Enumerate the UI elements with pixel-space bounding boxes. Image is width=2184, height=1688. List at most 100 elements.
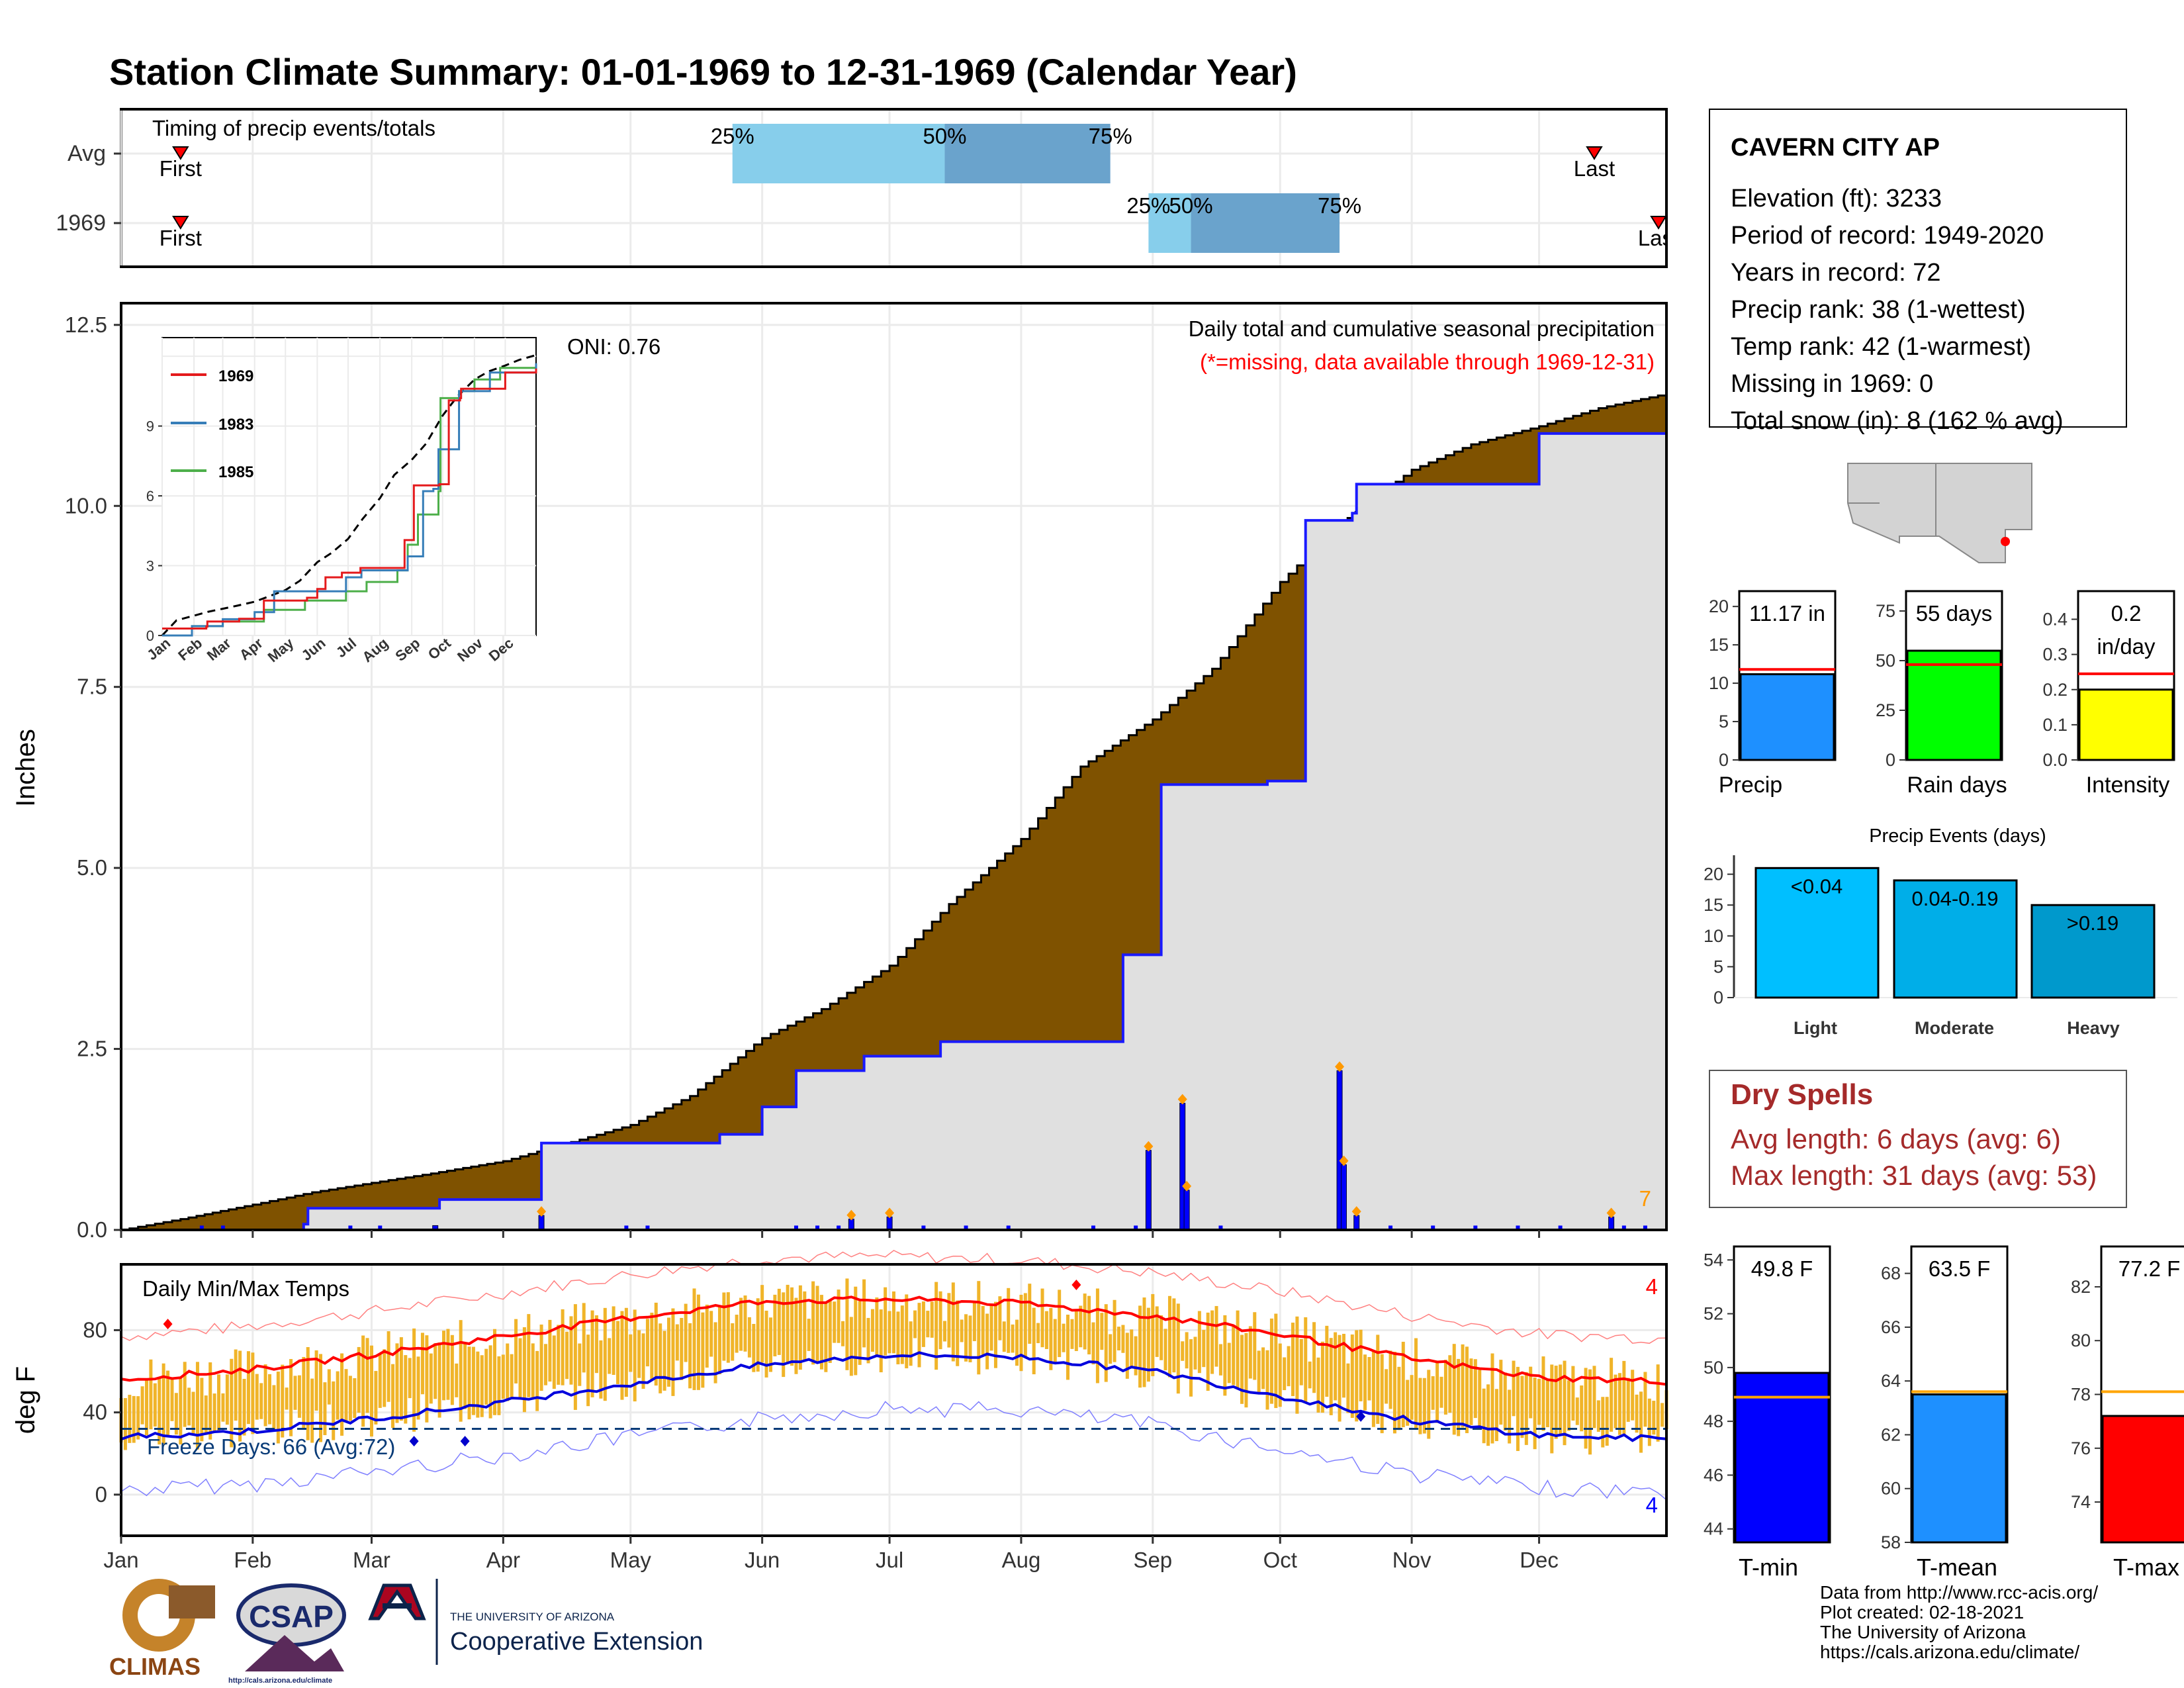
daily-temp-bar: [777, 1288, 781, 1355]
daily-temp-bar: [480, 1355, 484, 1417]
daily-temp-bar: [917, 1303, 921, 1368]
daily-temp-bar: [599, 1340, 603, 1399]
month-axis: Jan Feb Mar Apr May Jun Jul Aug Sep Oct Nov Dec: [103, 1536, 1559, 1572]
month-label: May: [610, 1548, 652, 1572]
dry-spells-title: Dry Spells: [1731, 1078, 1873, 1111]
temp-bar-label-tmin: T-min: [1739, 1554, 1798, 1581]
daily-temp-bar: [153, 1383, 157, 1427]
daily-temp-bar: [158, 1378, 161, 1445]
daily-temp-bar: [561, 1309, 565, 1385]
daily-temp-bar: [671, 1308, 675, 1396]
daily-temp-bar: [522, 1327, 526, 1413]
events-bar: [1754, 867, 1880, 999]
daily-temp-bar: [1116, 1327, 1120, 1350]
daily-temp-bar: [1206, 1312, 1210, 1391]
daily-temp-bar: [956, 1300, 960, 1366]
temp-bar-tick-label: 66: [1881, 1317, 1901, 1337]
precip-ytick-label: 0.0: [77, 1217, 107, 1242]
daily-temp-bar: [1121, 1325, 1125, 1353]
daily-temp-bar: [1100, 1313, 1104, 1350]
daily-temp-bar: [913, 1310, 917, 1338]
daily-temp-bar: [1524, 1372, 1528, 1445]
daily-temp-bar: [183, 1362, 187, 1427]
daily-temp-bar: [1414, 1338, 1418, 1429]
locator-map: [1845, 461, 2034, 566]
daily-precip-marker: [1182, 1180, 1192, 1192]
daily-temp-bar: [756, 1298, 760, 1372]
inset-legend: 1969 1983 1985: [171, 367, 253, 481]
daily-precip-marker: [846, 1209, 856, 1221]
ua-block-a-icon: [368, 1583, 426, 1620]
daily-temp-bar: [1363, 1354, 1367, 1411]
daily-temp-bar: [548, 1319, 552, 1382]
daily-temp-bar: [1304, 1317, 1308, 1403]
daily-temp-bar: [926, 1311, 930, 1338]
daily-temp-bar: [1181, 1341, 1185, 1361]
month-label: Aug: [1002, 1548, 1041, 1572]
daily-temp-bar: [1236, 1310, 1240, 1389]
mini-bar-tick-label: 15: [1709, 635, 1729, 655]
daily-temp-bar: [170, 1377, 174, 1421]
daily-temp-bar: [1376, 1335, 1380, 1425]
mini-bar-tick-label: 0: [1886, 750, 1895, 770]
daily-temp-bar: [624, 1307, 628, 1397]
daily-temp-bar: [1299, 1338, 1303, 1385]
daily-temp-bar: [884, 1287, 887, 1356]
temp-bar-tick-label: 82: [2071, 1277, 2091, 1297]
daily-temp-bar: [123, 1398, 127, 1450]
daily-temp-bar: [1308, 1361, 1312, 1389]
month-label: Mar: [353, 1548, 390, 1572]
events-tick-label: 20: [1704, 865, 1723, 884]
avg-min-line: [120, 1351, 1667, 1442]
daily-temp-bar: [323, 1382, 327, 1436]
daily-temp-bar: [128, 1395, 132, 1443]
daily-temp-bar: [1592, 1366, 1596, 1429]
daily-temp-bar: [1019, 1294, 1023, 1372]
daily-temp-bar: [1631, 1370, 1635, 1421]
temp-y-ticks: 0 40 80: [83, 1317, 121, 1507]
daily-temp-bar: [713, 1322, 717, 1383]
daily-precip-bar-small: [624, 1225, 629, 1230]
daily-temp-bar: [731, 1323, 735, 1361]
mini-bar-label-raindays: Rain days: [1907, 773, 2007, 798]
precip-ytick-label: 5.0: [77, 855, 107, 880]
daily-temp-bar: [1516, 1366, 1520, 1451]
daily-temp-bar: [1559, 1364, 1563, 1434]
mini-bar-label-intensity: Intensity: [2086, 773, 2170, 798]
daily-temp-bar: [985, 1313, 989, 1370]
daily-temp-bar: [1380, 1354, 1384, 1434]
daily-temp-bar: [1053, 1319, 1057, 1364]
daily-temp-bar: [819, 1295, 823, 1370]
daily-temp-bar: [208, 1362, 212, 1440]
daily-temp-bar: [255, 1374, 259, 1420]
last-event-marker: [1650, 216, 1667, 230]
daily-temp-bar: [1346, 1363, 1350, 1413]
mini-bar-tick-label: 0.4: [2042, 610, 2068, 630]
daily-temp-bar: [1193, 1336, 1197, 1370]
daily-temp-bar: [807, 1319, 811, 1351]
temp-bar-tick-label: 58: [1881, 1532, 1901, 1552]
temp-count-bottom: 4: [1646, 1493, 1658, 1517]
daily-temp-bar: [1002, 1321, 1006, 1352]
daily-temp-bar: [501, 1354, 505, 1399]
daily-temp-bar: [1443, 1360, 1447, 1415]
daily-temp-bar: [140, 1386, 144, 1425]
daily-temp-bar: [221, 1393, 225, 1422]
daily-temp-bar: [887, 1311, 891, 1354]
daily-temp-bar: [399, 1337, 403, 1421]
daily-temp-bar: [518, 1338, 522, 1400]
daily-temp-bar: [1550, 1364, 1554, 1454]
daily-temp-bar: [684, 1303, 688, 1362]
daily-temp-bar: [705, 1304, 709, 1368]
daily-temp-bar: [1431, 1376, 1435, 1410]
record-high-line: [120, 1250, 1667, 1344]
daily-temp-bar: [1253, 1312, 1257, 1380]
daily-temp-bar: [752, 1323, 756, 1372]
daily-temp-bar: [1469, 1358, 1473, 1425]
daily-temp-bar: [1023, 1293, 1027, 1358]
daily-temp-bar: [204, 1395, 208, 1435]
daily-temp-bar: [947, 1293, 951, 1348]
daily-temp-bar: [675, 1324, 679, 1361]
daily-temp-bar: [225, 1374, 229, 1425]
precip-y-ticks: 0.0 2.5 5.0 7.5 10.0 12.5: [65, 312, 1541, 1242]
